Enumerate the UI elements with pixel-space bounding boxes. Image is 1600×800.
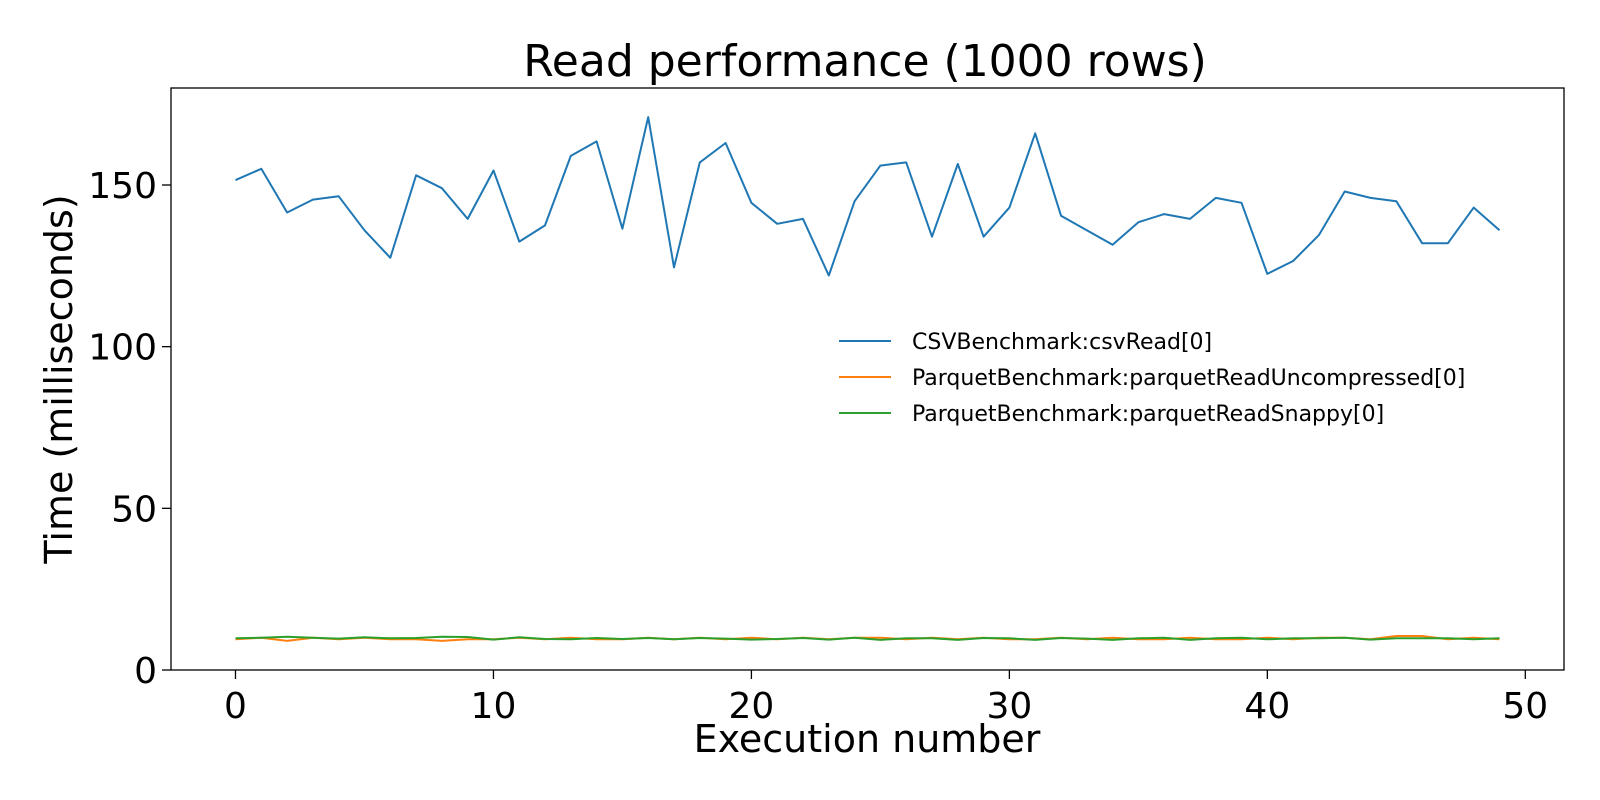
legend: CSVBenchmark:csvRead[0] ParquetBenchmark:… xyxy=(839,330,1465,427)
series-layer xyxy=(235,116,1501,642)
y-tick-label: 0 xyxy=(134,651,157,692)
y-tick-label: 100 xyxy=(88,328,157,369)
plot-frame xyxy=(170,87,1565,671)
x-tick-label: 0 xyxy=(224,686,247,727)
x-tick-label: 40 xyxy=(1244,686,1290,727)
x-tick-label: 30 xyxy=(986,686,1032,727)
x-tick-label: 50 xyxy=(1502,686,1548,727)
series-line-0 xyxy=(235,116,1501,277)
y-axis-label: Time (milliseconds) xyxy=(37,194,81,564)
y-tick-label: 50 xyxy=(111,489,157,530)
x-axis: 0 10 20 30 40 50 xyxy=(224,670,1548,727)
series-line-2 xyxy=(235,635,1500,641)
x-axis-label: Execution number xyxy=(694,717,1041,761)
legend-label-0: CSVBenchmark:csvRead[0] xyxy=(912,330,1212,355)
y-axis: 0 50 100 150 xyxy=(88,166,171,692)
x-tick-label: 20 xyxy=(729,686,775,727)
x-tick-label: 10 xyxy=(471,686,517,727)
chart-title: Read performance (1000 rows) xyxy=(523,36,1207,87)
legend-label-1: ParquetBenchmark:parquetReadUncompressed… xyxy=(912,366,1465,391)
legend-label-2: ParquetBenchmark:parquetReadSnappy[0] xyxy=(912,402,1384,427)
y-tick-label: 150 xyxy=(88,166,157,207)
